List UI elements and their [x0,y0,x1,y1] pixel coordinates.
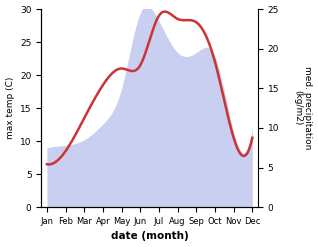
Y-axis label: max temp (C): max temp (C) [5,77,15,139]
X-axis label: date (month): date (month) [111,231,189,242]
Y-axis label: med. precipitation
(kg/m2): med. precipitation (kg/m2) [293,66,313,150]
